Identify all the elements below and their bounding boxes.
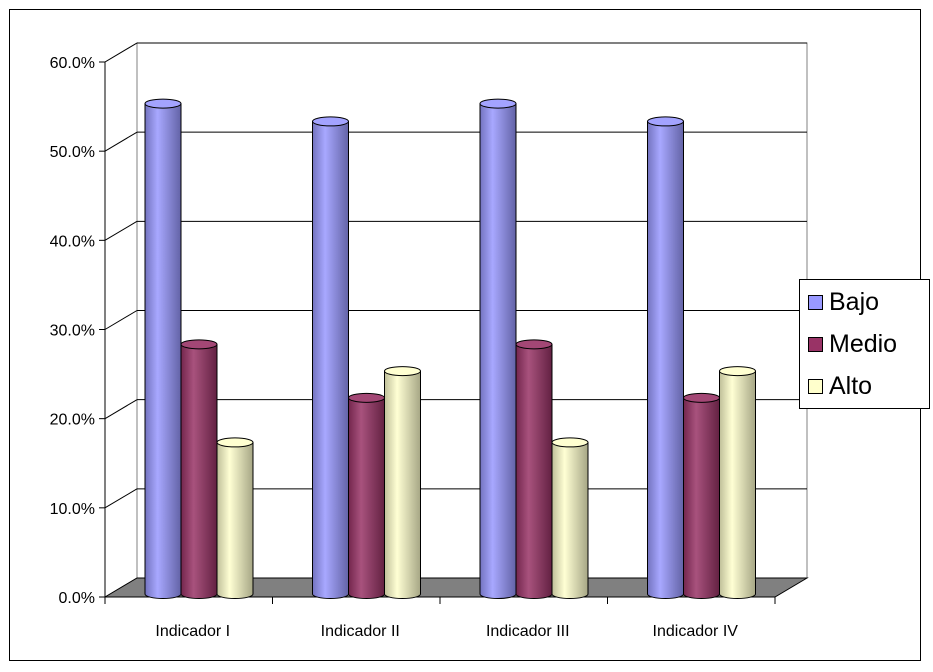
bar-bajo bbox=[144, 98, 182, 599]
y-tick-label: 40.0% bbox=[50, 233, 95, 250]
legend-swatch-bajo bbox=[808, 294, 823, 310]
gridline-side bbox=[104, 220, 138, 241]
gridline-side bbox=[104, 488, 138, 509]
bar-bajo bbox=[479, 98, 517, 599]
y-axis-ticks: 0.0% 10.0% 20.0% 30.0% 40.0% 50.0% 60.0% bbox=[50, 55, 105, 607]
bar-alto bbox=[719, 366, 756, 599]
legend-label-alto: Alto bbox=[829, 372, 873, 400]
gridline-side bbox=[104, 310, 138, 330]
x-category-label: Indicador II bbox=[321, 623, 400, 640]
gridline-side bbox=[104, 131, 138, 152]
bar-bajo bbox=[312, 116, 349, 599]
legend-item-alto: Alto bbox=[808, 368, 872, 404]
y-tick-label: 30.0% bbox=[50, 323, 95, 340]
legend-swatch-alto bbox=[808, 378, 823, 394]
x-category-label: Indicador IV bbox=[653, 623, 739, 640]
bar-medio bbox=[683, 392, 720, 599]
legend-swatch-medio bbox=[808, 336, 823, 352]
y-tick-label: 50.0% bbox=[50, 144, 95, 161]
x-category-label: Indicador III bbox=[486, 623, 570, 640]
bar-alto bbox=[384, 366, 421, 599]
legend-label-medio: Medio bbox=[829, 330, 898, 358]
x-category-label: Indicador I bbox=[155, 623, 230, 640]
bars bbox=[144, 98, 756, 599]
legend: Bajo Medio Alto bbox=[799, 279, 930, 409]
y-tick-label: 60.0% bbox=[50, 55, 95, 72]
gridline-side bbox=[104, 399, 138, 420]
legend-item-medio: Medio bbox=[808, 326, 897, 362]
bar-bajo bbox=[647, 116, 684, 599]
bar-medio bbox=[348, 392, 385, 599]
legend-label-bajo: Bajo bbox=[829, 288, 880, 316]
y-tick-label: 10.0% bbox=[50, 501, 95, 518]
legend-item-bajo: Bajo bbox=[808, 284, 879, 320]
y-tick-label: 0.0% bbox=[59, 590, 95, 607]
bar-medio bbox=[180, 339, 218, 599]
bar-alto bbox=[551, 437, 589, 599]
y-tick-label: 20.0% bbox=[50, 412, 95, 429]
bar-medio bbox=[515, 339, 553, 599]
x-axis-categories: Indicador I Indicador II Indicador III Indi… bbox=[104, 597, 776, 640]
bar-alto bbox=[216, 437, 254, 599]
gridline-side bbox=[104, 42, 138, 63]
